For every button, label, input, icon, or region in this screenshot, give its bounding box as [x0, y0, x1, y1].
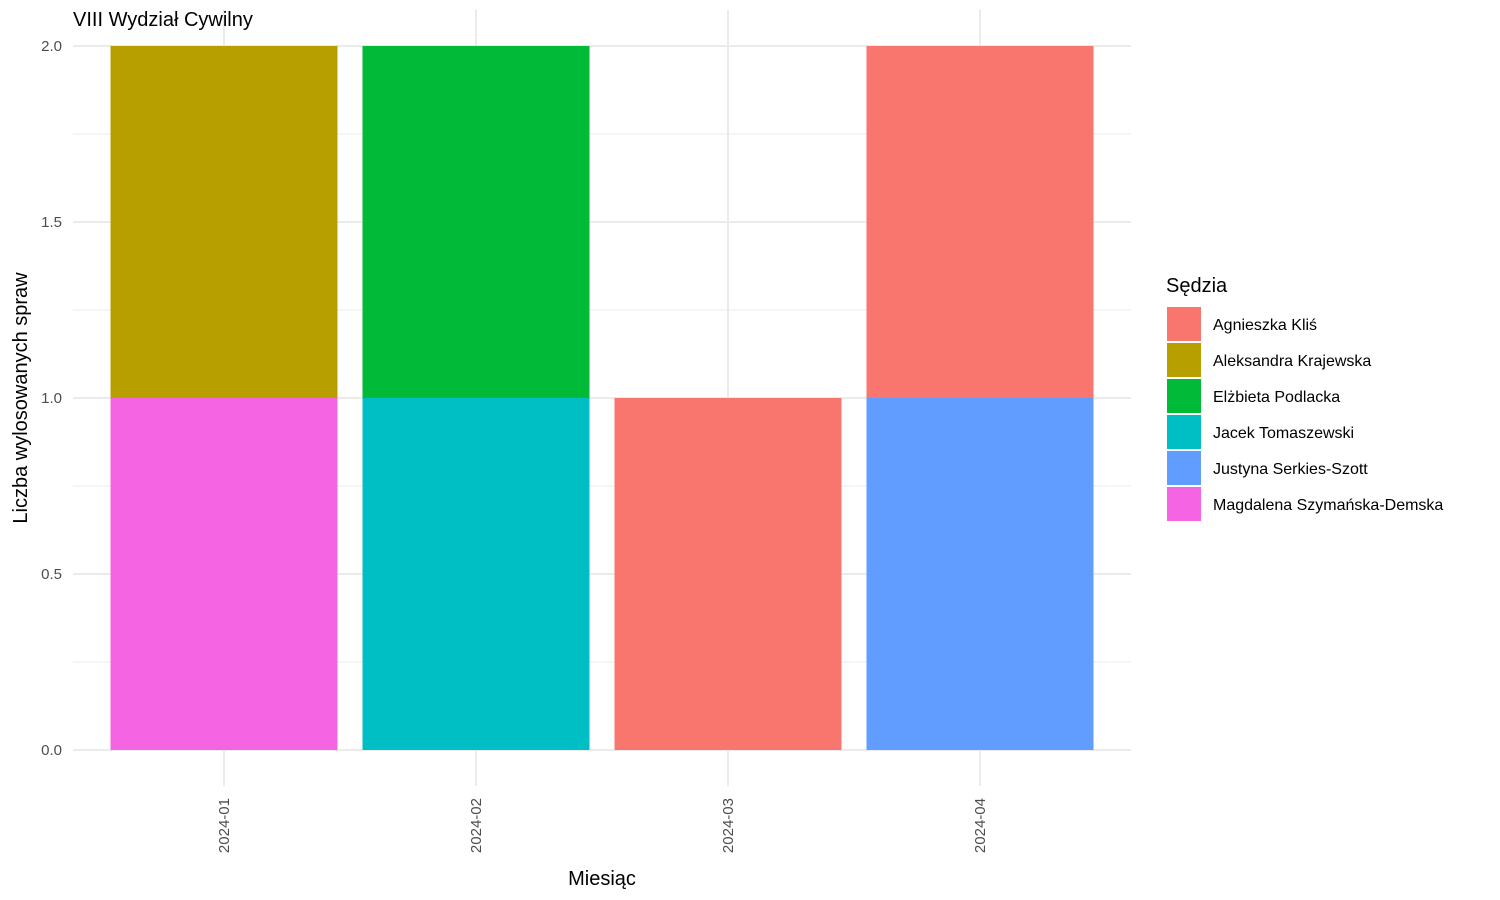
y-tick-label: 0.5: [41, 566, 62, 583]
legend-swatch: [1167, 307, 1201, 341]
chart-title: VIII Wydział Cywilny: [73, 9, 253, 31]
y-tick-label: 1.5: [41, 214, 62, 231]
bar-segment: [362, 46, 590, 398]
y-axis-title: Liczba wylosowanych spraw: [10, 272, 32, 524]
y-tick-label: 1.0: [41, 390, 62, 407]
x-axis-ticks: 2024-01 2024-02 2024-03 2024-04: [216, 798, 989, 853]
bar-segment: [866, 398, 1094, 750]
bar-segment: [110, 398, 338, 750]
legend-label: Jacek Tomaszewski: [1213, 425, 1354, 442]
bar-segment: [866, 46, 1094, 398]
legend-label: Justyna Serkies-Szott: [1213, 461, 1368, 478]
x-tick-label: 2024-01: [216, 798, 233, 853]
x-tick-label: 2024-03: [720, 798, 737, 853]
legend-label: Aleksandra Krajewska: [1213, 353, 1371, 370]
legend-swatch: [1167, 451, 1201, 485]
y-tick-label: 2.0: [41, 38, 62, 55]
legend-swatch: [1167, 343, 1201, 377]
bars: [110, 46, 1094, 750]
legend-label: Magdalena Szymańska-Demska: [1213, 497, 1443, 514]
x-axis-title: Miesiąc: [568, 868, 636, 890]
legend: Sędzia Agnieszka Kliś Aleksandra Krajewsk…: [1166, 275, 1443, 521]
legend-swatch: [1167, 415, 1201, 449]
legend-swatch: [1167, 379, 1201, 413]
x-tick-label: 2024-04: [972, 798, 989, 853]
x-tick-label: 2024-02: [468, 798, 485, 853]
bar-segment: [362, 398, 590, 750]
bar-segment: [110, 46, 338, 398]
legend-title: Sędzia: [1166, 275, 1228, 297]
bar-segment: [614, 398, 842, 750]
legend-items: Agnieszka Kliś Aleksandra Krajewska Elżbie…: [1167, 307, 1443, 521]
y-axis-ticks: 0.0 0.5 1.0 1.5 2.0: [41, 38, 62, 759]
legend-swatch: [1167, 487, 1201, 521]
legend-label: Agnieszka Kliś: [1213, 317, 1317, 334]
y-tick-label: 0.0: [41, 742, 62, 759]
legend-label: Elżbieta Podlacka: [1213, 389, 1340, 406]
